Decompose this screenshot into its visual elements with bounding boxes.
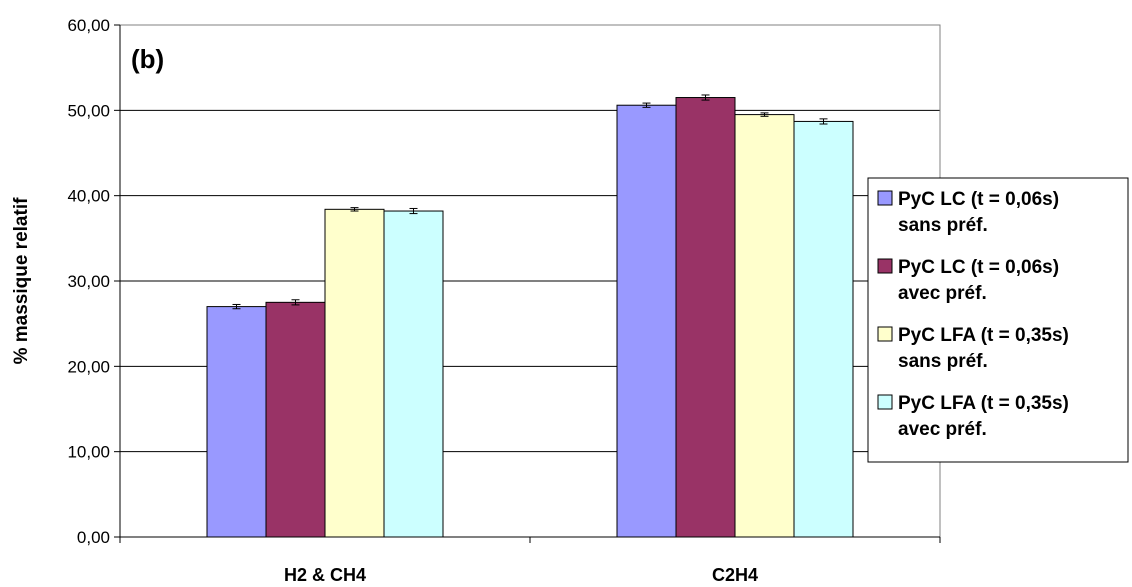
legend-entry-label: PyC LFA (t = 0,35s) (898, 325, 1069, 346)
legend-entry-label: sans préf. (898, 215, 988, 236)
y-tick-label: 60,00 (67, 16, 110, 35)
legend-swatch (877, 326, 893, 342)
legend-swatch (877, 258, 893, 274)
bar (265, 301, 326, 538)
legend: PyC LC (t = 0,06s) sans préf. PyC LC (t = … (867, 177, 1129, 463)
legend-entry-label: sans préf. (898, 351, 988, 372)
legend-box (867, 177, 1129, 463)
bar (206, 306, 267, 538)
bar (793, 120, 854, 538)
bar (383, 210, 444, 538)
bar (734, 114, 795, 538)
legend-entry-label: avec préf. (898, 283, 987, 304)
x-category-label: C2H4 (712, 565, 758, 585)
y-tick-label: 10,00 (67, 443, 110, 462)
y-tick-label: 30,00 (67, 272, 110, 291)
bars (206, 94, 854, 538)
panel-annotation: (b) (131, 44, 164, 74)
y-tick-label: 20,00 (67, 357, 110, 376)
legend-entry-label: PyC LFA (t = 0,35s) (898, 393, 1069, 414)
bar (675, 97, 736, 538)
y-tick-label: 40,00 (67, 187, 110, 206)
legend-entry-label: avec préf. (898, 419, 987, 440)
y-axis-label: % massique relatif (11, 197, 32, 365)
legend-entry-label: PyC LC (t = 0,06s) (898, 257, 1059, 278)
legend-swatch (877, 190, 893, 206)
y-tick-label: 0,00 (77, 528, 110, 547)
bar (324, 208, 385, 538)
y-tick-label: 50,00 (67, 101, 110, 120)
legend-entry-label: PyC LC (t = 0,06s) (898, 189, 1059, 210)
legend-swatch (877, 394, 893, 410)
axes: 0,00 10,00 20,00 30,00 40,00 50,00 60,00 H2 & C… (67, 16, 941, 585)
bar (616, 104, 677, 538)
x-category-label: H2 & CH4 (284, 565, 366, 585)
